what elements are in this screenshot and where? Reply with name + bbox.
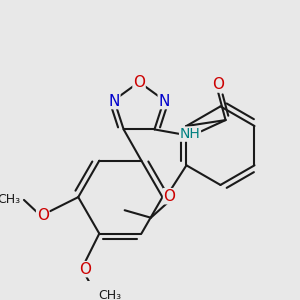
Text: O: O (212, 77, 224, 92)
Text: O: O (37, 208, 49, 223)
Text: CH₃: CH₃ (98, 289, 121, 300)
Text: CH₃: CH₃ (0, 194, 21, 206)
Text: O: O (133, 74, 145, 89)
Text: N: N (158, 94, 170, 109)
Text: NH: NH (180, 127, 200, 141)
Text: O: O (164, 189, 175, 204)
Text: N: N (108, 94, 120, 109)
Text: O: O (79, 262, 91, 277)
